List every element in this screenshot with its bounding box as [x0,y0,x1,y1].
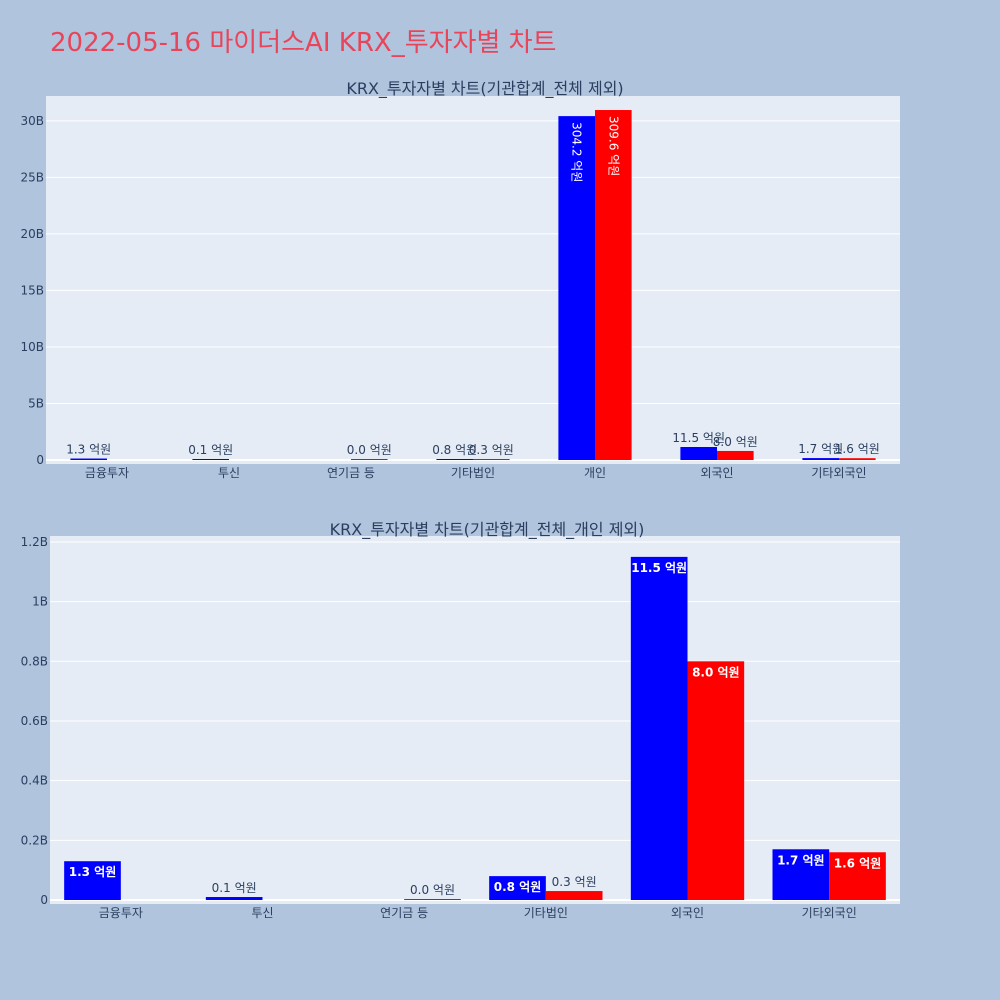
data-label: 1.3 억원 [66,443,111,457]
x-tick-label: 투신 [218,466,240,480]
bar [545,891,603,900]
data-label: 304.2 억원 [570,122,584,182]
data-label: 0.3 억원 [552,875,597,889]
data-label: 0.8 억원 [432,443,477,457]
bar [351,459,388,460]
data-label: 0.0 억원 [347,443,392,457]
y-tick-label: 0.2B [21,833,48,847]
data-label: 0.1 억원 [212,881,257,895]
x-tick-label: 투신 [251,906,273,920]
bar [205,897,263,900]
x-tick-label: 외국인 [700,466,733,480]
data-label: 8.0 억원 [692,665,740,679]
y-tick-label: 15B [20,283,44,297]
bar [829,852,886,900]
bar [802,458,839,460]
data-label: 11.5 억원 [631,561,687,575]
plot-area [50,536,900,904]
data-label: 1.3 억원 [69,865,117,879]
y-tick-label: 0 [40,893,48,907]
y-tick-label: 0.6B [21,714,48,728]
bar [473,459,510,460]
bar [192,459,229,460]
x-tick-label: 기타법인 [524,906,568,920]
data-label: 1.6 억원 [834,856,882,870]
y-tick-label: 1.2B [21,535,48,549]
data-label: 1.7 억원 [777,853,825,867]
bar [64,861,121,900]
chart-title: KRX_투자자별 차트(기관합계_전체_개인 제외) [330,520,645,540]
x-tick-label: 금융투자 [99,906,143,920]
bar [489,876,546,900]
data-label: 0.8 억원 [494,880,542,894]
x-tick-label: 외국인 [671,906,704,920]
data-label: 11.5 억원 [672,431,725,445]
y-tick-label: 20B [20,227,44,241]
bar [680,447,717,460]
x-tick-label: 기타법인 [451,466,495,480]
x-tick-label: 기타외국인 [802,906,857,920]
page-title: 2022-05-16 마이더스AI KRX_투자자별 차트 [50,28,557,58]
bar [772,849,830,900]
y-tick-label: 5B [28,396,44,410]
bar [717,450,754,460]
y-tick-label: 25B [20,170,44,184]
plot-area [46,96,900,464]
bar [839,458,876,460]
investor-chart-all: 0 5B 10B 15B 20B 25B 30B KRX_투자자별 차트(기관합계_전체 제외… [20,79,900,480]
x-tick-label: 개인 [584,466,606,480]
data-label: 0.3 억원 [469,443,514,457]
y-tick-label: 30B [20,114,44,128]
x-tick-label: 연기금 등 [380,906,428,920]
x-tick-label: 연기금 등 [327,466,375,480]
bar [70,458,107,460]
bar [687,661,745,900]
bar [595,110,632,460]
y-tick-label: 0.8B [21,654,48,668]
y-tick-label: 10B [20,340,44,354]
bar [558,116,595,461]
data-label: 309.6 억원 [606,116,620,176]
y-tick-label: 1B [32,595,48,609]
data-label: 8.0 억원 [713,435,758,449]
bar [436,459,473,460]
chart-title: KRX_투자자별 차트(기관합계_전체 제외) [346,79,623,99]
y-tick-label: 0.4B [21,774,48,788]
bar [404,899,461,900]
x-tick-label: 금융투자 [85,466,129,480]
y-tick-label: 0 [36,453,44,467]
data-label: 0.1 억원 [188,443,233,457]
data-label: 0.0 억원 [410,883,455,897]
bar [630,556,688,900]
x-tick-label: 기타외국인 [811,466,866,480]
data-label: 1.6 억원 [835,442,880,456]
data-label: 1.7 억원 [798,442,843,456]
